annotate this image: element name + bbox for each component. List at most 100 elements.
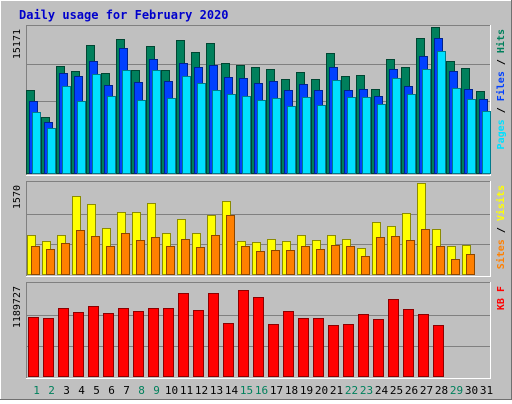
bar-sites-day-3	[61, 243, 70, 275]
y-axis-series-label: Sites / Visits	[495, 185, 507, 269]
bar-sites-day-22	[346, 246, 355, 275]
x-tick-label-day-19: 19	[300, 384, 313, 397]
chart-panels: 15171 Pages / Files / Hits 1570 Sites / Vis…	[12, 25, 507, 379]
bar-sites-day-14	[226, 215, 235, 275]
bar-pages-day-6	[107, 96, 116, 174]
bar-pages-day-30	[467, 99, 476, 174]
bar-kb-f-day-14	[223, 323, 234, 377]
x-tick-label-day-9: 9	[153, 384, 160, 397]
x-tick-label-day-28: 28	[435, 384, 448, 397]
series-sites	[31, 215, 475, 275]
x-tick-label-day-30: 30	[465, 384, 478, 397]
bar-kb-f-day-21	[328, 325, 339, 377]
x-tick-label-day-20: 20	[315, 384, 328, 397]
x-tick-label-day-15: 15	[240, 384, 253, 397]
bar-sites-day-17	[271, 250, 280, 275]
bar-pages-day-27	[422, 69, 431, 174]
bar-pages-day-14	[227, 94, 236, 174]
series-label-pages: Pages	[496, 119, 507, 149]
series-label-kb-f: KB F	[496, 286, 507, 310]
x-tick-label-day-23: 23	[360, 384, 373, 397]
x-tick-label-day-27: 27	[420, 384, 433, 397]
bar-kb-f-day-19	[298, 318, 309, 377]
bar-sites-day-27	[421, 229, 430, 275]
bar-pages-day-19	[302, 97, 311, 174]
x-tick-label-day-29: 29	[450, 384, 463, 397]
bar-sites-day-9	[151, 237, 160, 275]
bar-pages-day-23	[362, 97, 371, 174]
x-tick-label-day-14: 14	[225, 384, 239, 397]
bar-sites-day-19	[301, 246, 310, 275]
bar-sites-day-16	[256, 251, 265, 275]
series-label-separator: /	[496, 221, 507, 239]
bar-kb-f-day-17	[268, 324, 279, 377]
bar-kb-f-day-18	[283, 311, 294, 377]
bar-sites-day-6	[106, 246, 115, 275]
y-max-label: 15171	[12, 29, 23, 59]
x-tick-label-day-1: 1	[33, 384, 40, 397]
x-tick-label-day-31: 31	[480, 384, 493, 397]
bar-sites-day-2	[46, 249, 55, 275]
bar-pages-day-10	[167, 98, 176, 174]
bar-pages-day-8	[137, 100, 146, 174]
bar-pages-day-13	[212, 90, 221, 174]
x-tick-label-day-22: 22	[345, 384, 358, 397]
bar-kb-f-day-26	[403, 309, 414, 377]
bar-kb-f-day-2	[43, 318, 54, 377]
panel-hits-files-pages: 15171 Pages / Files / Hits	[12, 25, 507, 176]
series-label-separator: /	[496, 53, 507, 71]
bar-kb-f-day-6	[103, 313, 114, 377]
bar-sites-day-10	[166, 246, 175, 275]
bar-kb-f-day-24	[373, 319, 384, 377]
bar-kb-f-day-11	[178, 293, 189, 377]
bar-pages-day-22	[347, 97, 356, 174]
bar-sites-day-11	[181, 239, 190, 275]
bar-sites-day-8	[136, 240, 145, 275]
series-pages	[32, 51, 491, 174]
bar-pages-day-26	[407, 94, 416, 174]
x-tick-label-day-6: 6	[108, 384, 115, 397]
series-label-hits: Hits	[495, 29, 507, 53]
bar-kb-f-day-12	[193, 310, 204, 377]
bar-kb-f-day-28	[433, 325, 444, 377]
bar-sites-day-15	[241, 246, 250, 275]
x-tick-label-day-24: 24	[375, 384, 389, 397]
bar-kb-f-day-7	[118, 308, 129, 377]
chart-title: Daily usage for February 2020	[19, 8, 229, 22]
x-tick-label-day-25: 25	[390, 384, 403, 397]
bar-pages-day-28	[437, 51, 446, 174]
bar-sites-day-7	[121, 233, 130, 275]
bar-kb-f-day-23	[358, 314, 369, 377]
bar-sites-day-5	[91, 236, 100, 275]
bar-kb-f-day-3	[58, 308, 69, 377]
x-tick-label-day-12: 12	[195, 384, 208, 397]
bar-pages-day-7	[122, 70, 131, 174]
x-tick-label-day-16: 16	[255, 384, 268, 397]
x-tick-label-day-21: 21	[330, 384, 343, 397]
y-max-label: 1570	[12, 185, 23, 209]
x-tick-label-day-5: 5	[93, 384, 100, 397]
bar-pages-day-16	[257, 100, 266, 174]
bar-kb-f-day-10	[163, 308, 174, 377]
x-tick-label-day-7: 7	[123, 384, 130, 397]
panel-visits-sites: 1570 Sites / Visits	[12, 181, 507, 277]
panel-kbytes: 1189727 KB F	[12, 282, 507, 379]
bar-sites-day-29	[451, 259, 460, 275]
bar-sites-day-25	[391, 236, 400, 275]
bar-pages-day-5	[92, 74, 101, 174]
bar-sites-day-23	[361, 256, 370, 275]
x-axis-day-labels: 1 2 3 4 5 6 7 8 9 10 11 12 13 14 15 16 17 18 19 20 21 22 23 24 2…	[33, 384, 493, 397]
bar-kb-f-day-5	[88, 306, 99, 377]
x-tick-label-day-2: 2	[48, 384, 55, 397]
bar-sites-day-12	[196, 247, 205, 275]
bar-kb-f-day-25	[388, 299, 399, 377]
bar-pages-day-20	[317, 105, 326, 174]
x-tick-label-day-8: 8	[138, 384, 145, 397]
bar-kb-f-day-16	[253, 297, 264, 377]
bar-pages-day-4	[77, 101, 86, 174]
bar-pages-day-21	[332, 80, 341, 174]
bar-pages-day-12	[197, 83, 206, 174]
bar-pages-day-31	[482, 111, 491, 174]
